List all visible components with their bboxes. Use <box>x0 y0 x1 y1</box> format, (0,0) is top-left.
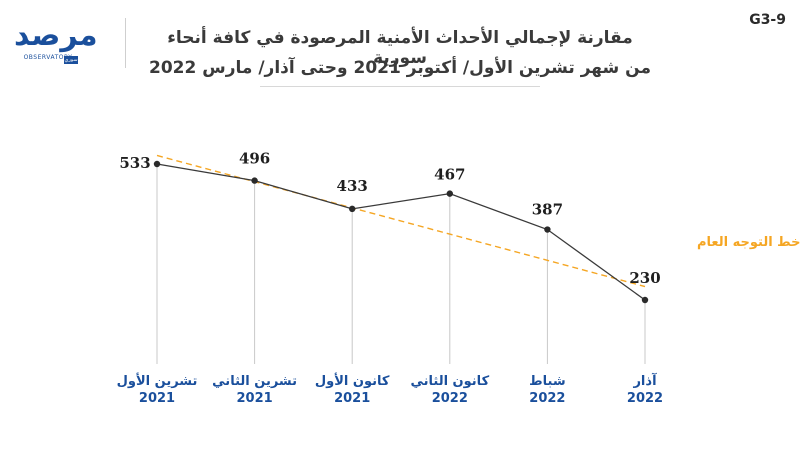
value-label: 433 <box>337 177 368 195</box>
logo-subtext: OBSERVATORY <box>23 54 73 61</box>
x-tick-label-month: آذار <box>632 372 657 389</box>
trend-label: خط التوجه العام <box>697 235 800 250</box>
observatory-logo: مرصد OBSERVATORY سوري <box>14 14 114 72</box>
logo-tag: سوري <box>64 56 78 64</box>
data-point <box>446 190 453 197</box>
value-label: 230 <box>629 269 660 287</box>
chart-subtitle: من شهر تشرين الأول/ أكتوبر 2021 وحتى آذا… <box>149 58 651 78</box>
series-line <box>156 163 646 301</box>
x-tick-label-year: 2021 <box>237 391 273 406</box>
chart-title: مقارنة لإجمالي الأحداث الأمنية المرصودة … <box>167 28 633 68</box>
data-point <box>251 177 258 184</box>
x-tick-label-year: 2021 <box>139 391 175 406</box>
title-underline <box>260 86 540 87</box>
value-label: 496 <box>239 150 270 168</box>
data-point <box>349 205 356 213</box>
x-tick-label-month: تشرين الثاني <box>212 374 297 389</box>
value-label: 387 <box>532 201 563 219</box>
x-tick-label-year: 2022 <box>432 391 468 406</box>
x-tick-label-year: 2021 <box>334 391 370 406</box>
data-point <box>641 296 649 304</box>
header-divider <box>125 18 126 68</box>
x-tick-label-month: كانون الثاني <box>410 374 489 389</box>
x-tick-label-month: كانون الأول <box>315 372 390 389</box>
value-label: 467 <box>434 166 465 184</box>
x-tick-label-month: تشرين الأول <box>117 372 198 389</box>
x-tick-label-year: 2022 <box>529 391 565 406</box>
trend-line <box>156 154 646 288</box>
data-point <box>544 226 551 233</box>
x-tick-label-month: شباط <box>529 374 565 389</box>
data-point <box>153 160 161 168</box>
chart-code: G3-9 <box>749 12 786 28</box>
value-label: 533 <box>119 154 150 172</box>
x-tick-label-year: 2022 <box>627 391 663 406</box>
